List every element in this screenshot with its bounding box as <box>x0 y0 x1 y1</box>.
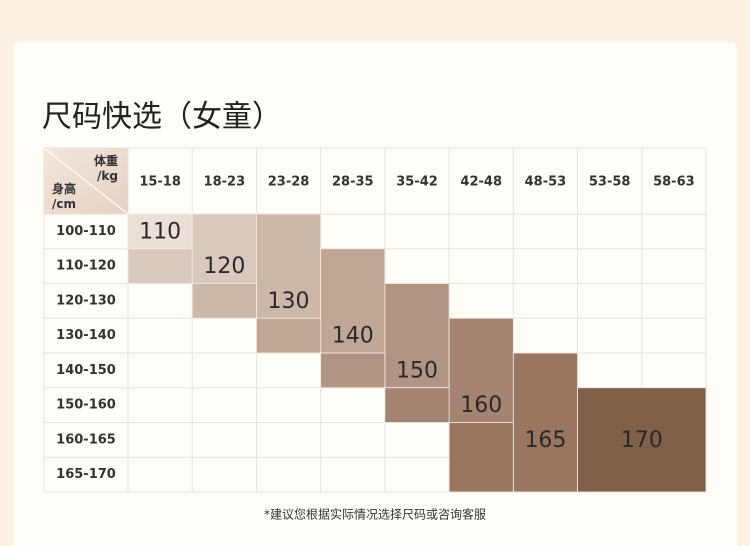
size-block <box>320 352 386 389</box>
size-block <box>320 248 386 354</box>
size-label: 140 <box>332 324 374 349</box>
size-label: 150 <box>396 358 438 383</box>
size-label: 165 <box>524 428 566 453</box>
corner-label: 体重/kg <box>94 153 118 183</box>
column-header: 18-23 <box>204 175 246 190</box>
size-block <box>384 283 450 389</box>
row-header: 140-150 <box>56 363 116 378</box>
size-label: 170 <box>621 428 663 453</box>
row-header: 110-120 <box>56 259 116 274</box>
column-header: 35-42 <box>396 175 438 190</box>
row-header: 100-110 <box>56 224 116 239</box>
size-label: 130 <box>268 289 310 314</box>
size-block <box>577 387 707 493</box>
size-block <box>448 317 514 423</box>
corner-line: /cm <box>52 197 76 211</box>
corner-line: 身高 <box>52 181 76 196</box>
footnote: *建议您根据实际情况选择尺码或咨询客服 <box>264 507 486 522</box>
column-header: 15-18 <box>139 175 181 190</box>
size-block <box>256 317 322 354</box>
row-header: 150-160 <box>56 398 116 413</box>
column-header: 48-53 <box>525 175 567 190</box>
row-header: 120-130 <box>56 293 116 308</box>
corner-line: /kg <box>97 169 118 183</box>
column-header: 28-35 <box>332 175 374 190</box>
size-label: 110 <box>139 219 181 244</box>
size-block <box>448 422 514 493</box>
size-block <box>127 248 193 284</box>
size-block <box>191 213 257 284</box>
corner-label: 身高/cm <box>52 181 76 211</box>
row-header: 160-165 <box>56 432 116 447</box>
size-block <box>512 352 578 493</box>
size-label: 120 <box>203 254 245 279</box>
column-header: 42-48 <box>460 175 502 190</box>
row-header: 165-170 <box>56 467 116 482</box>
row-header: 130-140 <box>56 328 116 343</box>
size-label: 160 <box>460 393 502 418</box>
title: 尺码快选（女童） <box>42 100 282 135</box>
column-header: 53-58 <box>589 175 631 190</box>
size-block <box>384 387 450 423</box>
corner-line: 体重 <box>94 153 118 168</box>
size-block <box>191 283 257 319</box>
column-header: 58-63 <box>653 175 695 190</box>
corner-diagonal <box>43 147 129 215</box>
column-header: 23-28 <box>268 175 310 190</box>
